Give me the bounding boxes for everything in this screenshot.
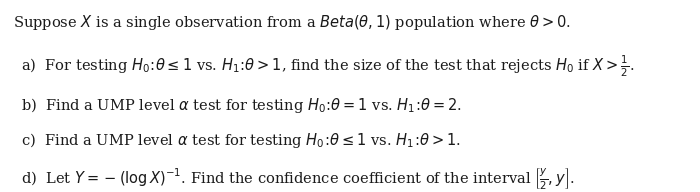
Text: c)  Find a UMP level $\alpha$ test for testing $H_0\!:\!\theta \leq 1$ vs. $H_1\: c) Find a UMP level $\alpha$ test for te…: [21, 131, 461, 150]
Text: d)  Let $Y = -(\log X)^{-1}$. Find the confidence coefficient of the interval $\: d) Let $Y = -(\log X)^{-1}$. Find the co…: [21, 167, 575, 192]
Text: a)  For testing $H_0\!:\!\theta \leq 1$ vs. $H_1\!:\!\theta > 1$, find the size : a) For testing $H_0\!:\!\theta \leq 1$ v…: [21, 54, 634, 79]
Text: b)  Find a UMP level $\alpha$ test for testing $H_0\!:\!\theta = 1$ vs. $H_1\!:\: b) Find a UMP level $\alpha$ test for te…: [21, 96, 462, 115]
Text: Suppose $X$ is a single observation from a $\it{Beta}(\theta, 1)$ population whe: Suppose $X$ is a single observation from…: [13, 13, 570, 32]
